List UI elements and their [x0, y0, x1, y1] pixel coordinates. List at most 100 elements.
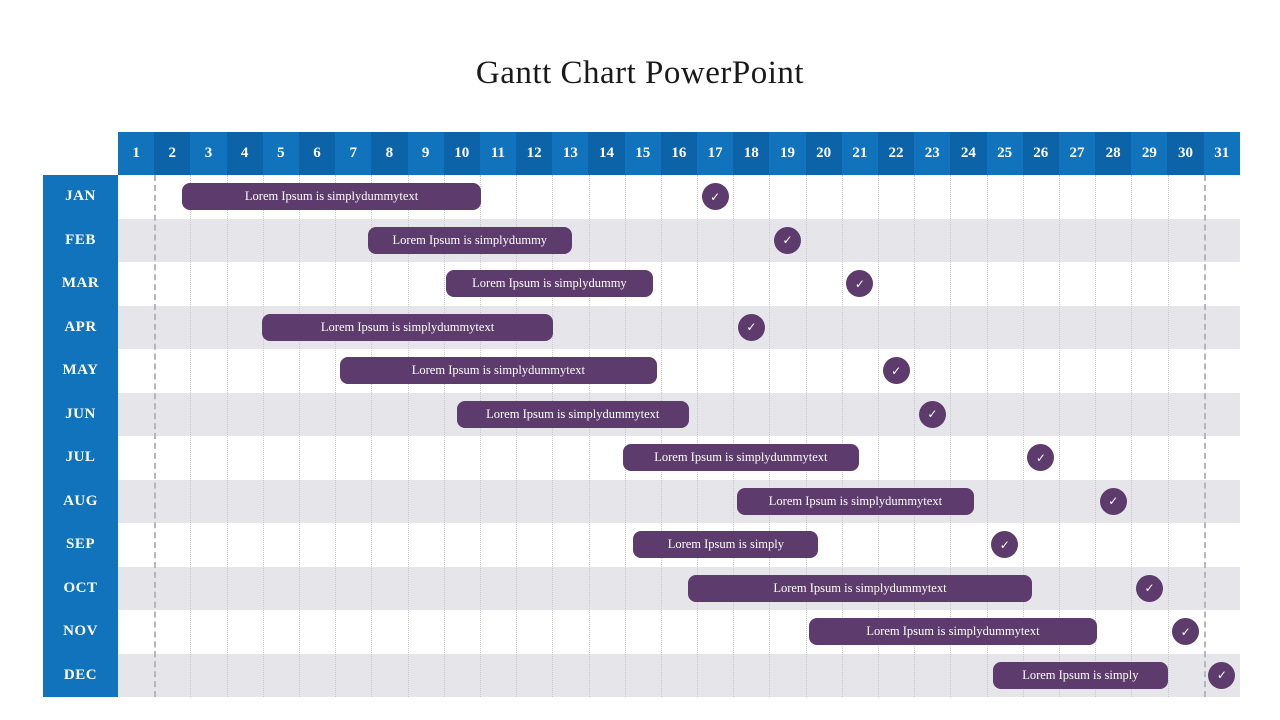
day-header-12: 12 [516, 132, 553, 175]
day-header-2: 2 [154, 132, 191, 175]
gantt-row-jul: JUL Lorem Ipsum is simplydummytext ✓ [43, 436, 1240, 480]
task-bar-jan[interactable]: Lorem Ipsum is simplydummytext [182, 183, 482, 211]
check-icon: ✓ [1035, 450, 1046, 465]
page-title: Gantt Chart PowerPoint [475, 55, 805, 91]
milestone-check-oct[interactable]: ✓ [1136, 574, 1164, 602]
row-track-feb: Lorem Ipsum is simplydummy ✓ [118, 218, 1240, 262]
task-bar-aug[interactable]: Lorem Ipsum is simplydummytext [736, 487, 974, 515]
gantt-row-oct: OCT Lorem Ipsum is simplydummytext ✓ [43, 566, 1240, 610]
task-bar-oct[interactable]: Lorem Ipsum is simplydummytext [687, 574, 1033, 602]
month-label-jun: JUN [43, 392, 118, 436]
row-track-aug: Lorem Ipsum is simplydummytext ✓ [118, 479, 1240, 523]
day-header-20: 20 [805, 132, 842, 175]
gantt-row-aug: AUG Lorem Ipsum is simplydummytext ✓ [43, 479, 1240, 523]
check-icon: ✓ [999, 537, 1010, 552]
row-track-sep: Lorem Ipsum is simply ✓ [118, 523, 1240, 567]
day-header-21: 21 [841, 132, 878, 175]
task-bar-dec[interactable]: Lorem Ipsum is simply [993, 661, 1168, 689]
row-track-mar: Lorem Ipsum is simplydummy ✓ [118, 262, 1240, 306]
day-header-11: 11 [479, 132, 517, 175]
row-track-oct: Lorem Ipsum is simplydummytext ✓ [118, 566, 1240, 610]
day-header-28: 28 [1095, 132, 1132, 175]
month-label-jan: JAN [43, 175, 118, 219]
day-header-5: 5 [262, 132, 299, 175]
row-track-apr: Lorem Ipsum is simplydummytext ✓ [118, 305, 1240, 349]
day-header-26: 26 [1022, 132, 1059, 175]
day-header-3: 3 [190, 132, 227, 175]
month-label-apr: APR [43, 305, 118, 349]
month-label-nov: NOV [43, 610, 118, 654]
milestone-check-jun[interactable]: ✓ [918, 400, 946, 428]
check-icon: ✓ [1108, 494, 1119, 509]
milestone-check-mar[interactable]: ✓ [846, 270, 874, 298]
gantt-row-jan: JAN Lorem Ipsum is simplydummytext ✓ [43, 175, 1240, 219]
check-icon: ✓ [746, 320, 757, 335]
check-icon: ✓ [710, 189, 721, 204]
task-bar-jun[interactable]: Lorem Ipsum is simplydummytext [456, 400, 689, 428]
day-header-13: 13 [552, 132, 589, 175]
task-bar-sep[interactable]: Lorem Ipsum is simply [633, 531, 819, 559]
month-label-feb: FEB [43, 218, 118, 262]
day-header-15: 15 [624, 132, 661, 175]
milestone-check-jul[interactable]: ✓ [1027, 444, 1055, 472]
gantt-row-dec: DEC Lorem Ipsum is simply ✓ [43, 653, 1240, 697]
day-header-30: 30 [1167, 132, 1204, 175]
day-header-row: 1 2 3 4 5 6 7 8 9 10 11 12 13 14 15 16 17 18 19 20 21 22 23 24 2… [118, 132, 1240, 175]
day-header-17: 17 [697, 132, 734, 175]
day-header-1: 1 [118, 132, 155, 175]
day-header-27: 27 [1058, 132, 1096, 175]
month-label-mar: MAR [43, 262, 118, 306]
check-icon: ✓ [1144, 581, 1155, 596]
day-header-10: 10 [443, 132, 480, 175]
check-icon: ✓ [927, 407, 938, 422]
gantt-chart: 1 2 3 4 5 6 7 8 9 10 11 12 13 14 15 16 17 18 19 20 21 22 23 24 2… [43, 132, 1240, 697]
row-track-jan: Lorem Ipsum is simplydummytext ✓ [118, 175, 1240, 219]
day-header-9: 9 [407, 132, 444, 175]
task-bar-mar[interactable]: Lorem Ipsum is simplydummy [445, 270, 653, 298]
day-header-7: 7 [335, 132, 372, 175]
month-label-dec: DEC [43, 653, 118, 697]
gantt-row-sep: SEP Lorem Ipsum is simply ✓ [43, 523, 1240, 567]
day-header-25: 25 [986, 132, 1023, 175]
milestone-check-jan[interactable]: ✓ [701, 183, 729, 211]
check-icon: ✓ [891, 363, 902, 378]
milestone-check-may[interactable]: ✓ [882, 357, 910, 385]
gantt-row-may: MAY Lorem Ipsum is simplydummytext ✓ [43, 349, 1240, 393]
task-bar-apr[interactable]: Lorem Ipsum is simplydummytext [262, 313, 554, 341]
day-header-19: 19 [769, 132, 806, 175]
check-icon: ✓ [854, 276, 865, 291]
milestone-check-apr[interactable]: ✓ [737, 313, 765, 341]
day-header-29: 29 [1131, 132, 1168, 175]
month-label-aug: AUG [43, 479, 118, 523]
milestone-check-nov[interactable]: ✓ [1172, 618, 1200, 646]
task-bar-may[interactable]: Lorem Ipsum is simplydummytext [339, 357, 657, 385]
milestone-check-dec[interactable]: ✓ [1208, 661, 1236, 689]
milestone-check-feb[interactable]: ✓ [774, 226, 802, 254]
month-label-sep: SEP [43, 523, 118, 567]
day-header-4: 4 [226, 132, 263, 175]
row-track-nov: Lorem Ipsum is simplydummytext ✓ [118, 610, 1240, 654]
task-bar-feb[interactable]: Lorem Ipsum is simplydummy [367, 226, 572, 254]
check-icon: ✓ [1180, 624, 1191, 639]
row-track-may: Lorem Ipsum is simplydummytext ✓ [118, 349, 1240, 393]
day-header-22: 22 [877, 132, 915, 175]
row-track-jul: Lorem Ipsum is simplydummytext ✓ [118, 436, 1240, 480]
row-track-dec: Lorem Ipsum is simply ✓ [118, 653, 1240, 697]
day-header-23: 23 [914, 132, 951, 175]
task-bar-nov[interactable]: Lorem Ipsum is simplydummytext [809, 618, 1097, 646]
task-bar-jul[interactable]: Lorem Ipsum is simplydummytext [622, 444, 859, 472]
milestone-check-sep[interactable]: ✓ [991, 531, 1019, 559]
gantt-body: JAN Lorem Ipsum is simplydummytext ✓ FEB Lor… [43, 175, 1240, 697]
milestone-check-aug[interactable]: ✓ [1099, 487, 1127, 515]
day-header-14: 14 [588, 132, 625, 175]
month-label-may: MAY [43, 349, 118, 393]
day-header-16: 16 [660, 132, 697, 175]
check-icon: ✓ [1216, 668, 1227, 683]
gantt-row-mar: MAR Lorem Ipsum is simplydummy ✓ [43, 262, 1240, 306]
day-header-6: 6 [298, 132, 336, 175]
day-header-18: 18 [733, 132, 770, 175]
month-label-oct: OCT [43, 566, 118, 610]
day-header-24: 24 [950, 132, 987, 175]
day-header-8: 8 [371, 132, 408, 175]
gantt-row-feb: FEB Lorem Ipsum is simplydummy ✓ [43, 218, 1240, 262]
